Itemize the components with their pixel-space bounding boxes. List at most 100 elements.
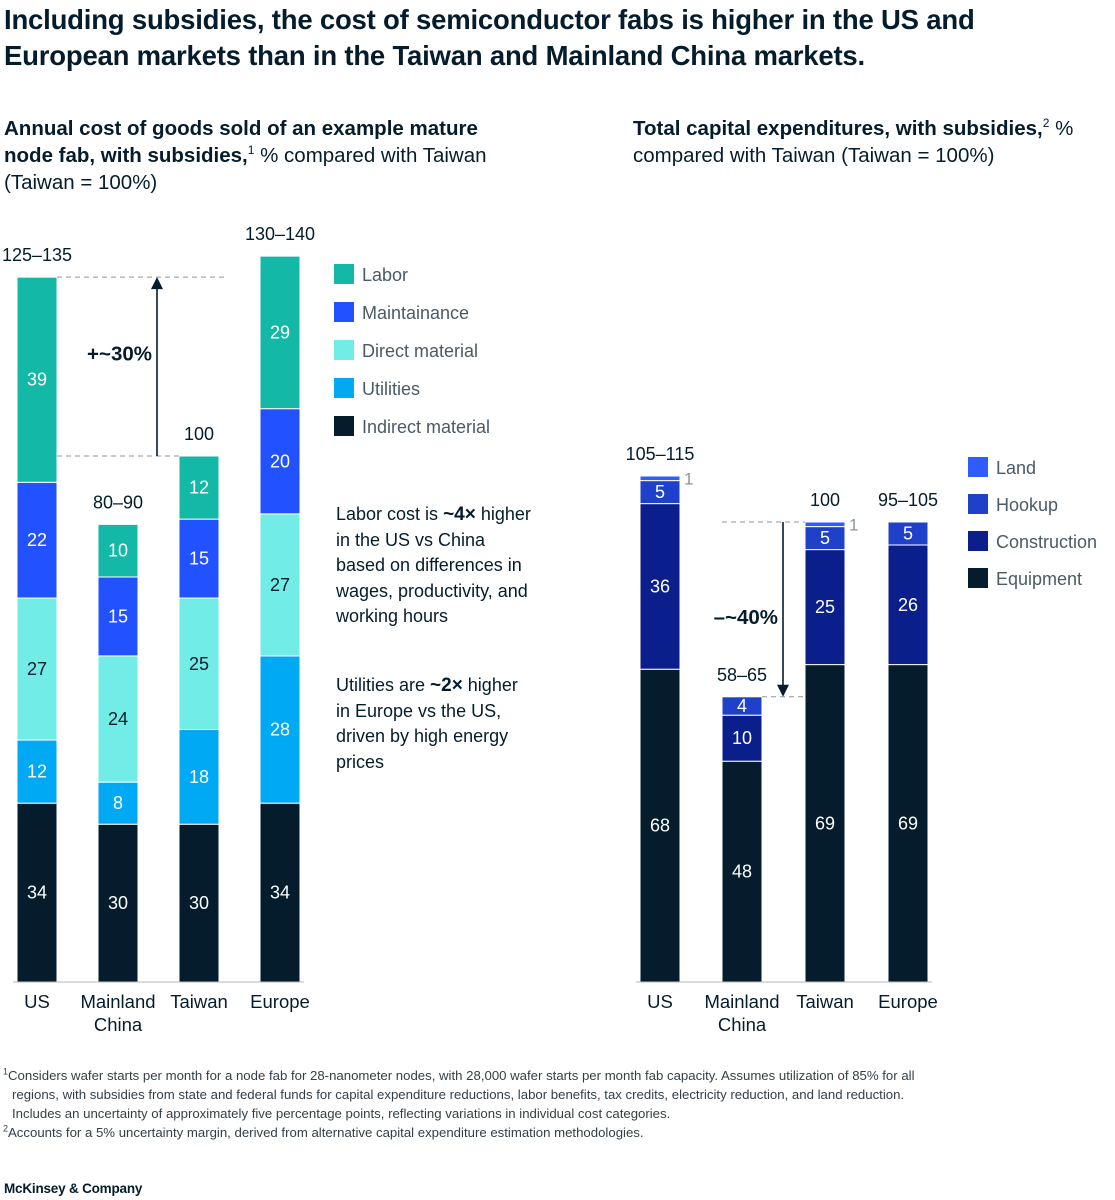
capex-total-mainland-china: 58–65 [717, 665, 767, 685]
cogs-value-mainland-china-indirect-material: 30 [108, 893, 128, 913]
capex-bar-us-land [639, 475, 681, 482]
capex-xtick-europe-line-1: Europe [878, 991, 938, 1012]
cogs-bar-mainland-china-maintainance [97, 576, 139, 657]
footnote-1-number: 1 [3, 1066, 9, 1077]
cogs-legend-swatch-maintainance [334, 302, 354, 322]
right-subtitle-bold: Total capital expenditures, with subsidi… [633, 117, 1043, 140]
capex-bar-mainland-china-construction [721, 714, 763, 762]
cogs-bar-europe-maintainance [259, 408, 301, 515]
capex-annotation-label: –~40% [714, 606, 778, 629]
capex-value-taiwan-equipment: 69 [815, 813, 835, 833]
cogs-bar-us-indirect-material [16, 802, 58, 983]
headline: Including subsidies, the cost of semicon… [4, 4, 975, 71]
capex-bar-taiwan-construction [804, 549, 846, 666]
cogs-value-mainland-china-maintainance: 15 [108, 606, 128, 626]
cogs-bar-taiwan-labor [178, 455, 220, 520]
cogs-xtick-us-line-1: US [24, 991, 50, 1012]
capex-value-mainland-china-construction: 10 [732, 728, 752, 748]
cogs-value-taiwan-direct-material: 25 [189, 654, 209, 674]
capex-xtick-mainland-china-line-1: Mainland [704, 991, 779, 1012]
capex-value-taiwan-land: 1 [849, 515, 858, 534]
capex-legend-label-equipment: Equipment [996, 569, 1082, 589]
brand-logo-text: McKinsey & Company [4, 1181, 143, 1196]
capex-legend-swatch-land [968, 457, 988, 477]
cogs-total-us: 125–135 [2, 245, 72, 265]
capex-legend-swatch-hookup [968, 494, 988, 514]
capex-xtick-mainland-china-line-2: China [718, 1014, 767, 1035]
left-chart-subtitle: Annual cost of goods sold of an example … [4, 115, 524, 196]
capex-value-taiwan-hookup: 5 [820, 528, 830, 548]
capex-total-us: 105–115 [626, 444, 695, 464]
cogs-value-europe-indirect-material: 34 [270, 883, 290, 903]
labor-cost-note: Labor cost is ~4× higher in the US vs Ch… [336, 502, 536, 630]
cogs-legend-swatch-indirect-material [334, 416, 354, 436]
cogs-bar-taiwan-maintainance [178, 518, 220, 599]
capex-value-us-hookup: 5 [655, 482, 665, 502]
cogs-value-mainland-china-labor: 10 [108, 541, 128, 561]
cogs-value-taiwan-labor: 12 [189, 478, 209, 498]
capex-bar-mainland-china-hookup [721, 696, 763, 716]
footnote-2-line-1: Accounts for a 5% uncertainty margin, de… [8, 1125, 644, 1140]
right-chart-subtitle: Total capital expenditures, with subsidi… [633, 115, 1113, 169]
cogs-legend-label-indirect-material: Indirect material [362, 417, 490, 437]
cogs-bar-europe-labor [259, 255, 301, 410]
capex-value-us-land: 1 [684, 469, 693, 488]
cogs-value-us-utilities: 12 [27, 762, 47, 782]
capex-xtick-us-line-1: US [647, 991, 673, 1012]
cogs-legend-label-maintainance: Maintainance [362, 303, 469, 323]
capex-value-mainland-china-hookup: 4 [737, 696, 747, 716]
utilities-note: Utilities are ~2× higher in Europe vs th… [336, 673, 536, 775]
cogs-value-europe-maintainance: 20 [270, 451, 290, 471]
capex-total-europe: 95–105 [878, 490, 938, 510]
cogs-legend-label-labor: Labor [362, 265, 408, 285]
labor-note-multiplier: ~4× [443, 504, 476, 525]
capex-legend-swatch-equipment [968, 568, 988, 588]
cogs-bar-us-utilities [16, 739, 58, 804]
cogs-total-taiwan: 100 [184, 424, 214, 444]
cogs-xtick-europe-line-1: Europe [250, 991, 310, 1012]
cogs-value-taiwan-indirect-material: 30 [189, 893, 209, 913]
cogs-bar-taiwan-direct-material [178, 597, 220, 731]
cogs-xtick-mainland-china-line-1: Mainland [80, 991, 155, 1012]
capex-value-us-construction: 36 [650, 576, 670, 596]
cogs-annotation-label: +~30% [87, 343, 152, 366]
cogs-bar-us-direct-material [16, 597, 58, 741]
utilities-note-post: higher in Europe vs the US, driven by hi… [336, 675, 518, 772]
cogs-annotation-arrow-head [151, 277, 163, 290]
capex-bar-europe-hookup [887, 521, 929, 546]
cogs-value-taiwan-maintainance: 15 [189, 549, 209, 569]
labor-note-pre: Labor cost is [336, 504, 444, 524]
cogs-bar-us-maintainance [16, 481, 58, 599]
capex-legend-label-construction: Construction [996, 532, 1097, 552]
cogs-value-europe-direct-material: 27 [270, 575, 290, 595]
cogs-bar-taiwan-utilities [178, 729, 220, 825]
footnote-1-line-1: Considers wafer starts per month for a n… [8, 1068, 915, 1083]
capex-legend-label-land: Land [996, 458, 1036, 478]
cogs-bar-mainland-china-indirect-material [97, 823, 139, 983]
cogs-bar-europe-direct-material [259, 513, 301, 657]
footnote-1-line-2: regions, with subsidies from state and f… [12, 1087, 905, 1102]
cogs-value-us-maintainance: 22 [27, 530, 47, 550]
charts-canvas: 3412272239125–135US30824151080–90Mainlan… [2, 224, 1097, 1035]
footnote-2-number: 2 [3, 1123, 9, 1134]
right-subtitle-rest: % compared with Taiwan (Taiwan = 100%) [633, 117, 1074, 167]
cogs-value-europe-labor: 29 [270, 322, 290, 342]
utilities-note-pre: Utilities are [336, 675, 431, 695]
utilities-note-multiplier: ~2× [430, 675, 463, 696]
cogs-value-us-direct-material: 27 [27, 659, 47, 679]
cogs-bar-taiwan-indirect-material [178, 823, 220, 983]
capex-bar-taiwan-land [804, 521, 846, 528]
left-subtitle-footnote-ref: 1 [247, 143, 255, 158]
footnote-2: 2Accounts for a 5% uncertainty margin, d… [3, 1123, 1103, 1142]
capex-bar-taiwan-equipment [804, 664, 846, 983]
cogs-legend-label-direct-material: Direct material [362, 341, 478, 361]
capex-annotation-arrow-head [777, 684, 789, 697]
capex-bar-europe-construction [887, 544, 929, 666]
capex-value-europe-construction: 26 [898, 595, 918, 615]
footnote-1: 1Considers wafer starts per month for a … [3, 1066, 1103, 1085]
capex-value-europe-equipment: 69 [898, 813, 918, 833]
cogs-legend-swatch-direct-material [334, 340, 354, 360]
cogs-value-mainland-china-direct-material: 24 [108, 709, 128, 729]
capex-legend-swatch-construction [968, 531, 988, 551]
left-subtitle-bold: Annual cost of goods sold of an example … [4, 117, 478, 167]
